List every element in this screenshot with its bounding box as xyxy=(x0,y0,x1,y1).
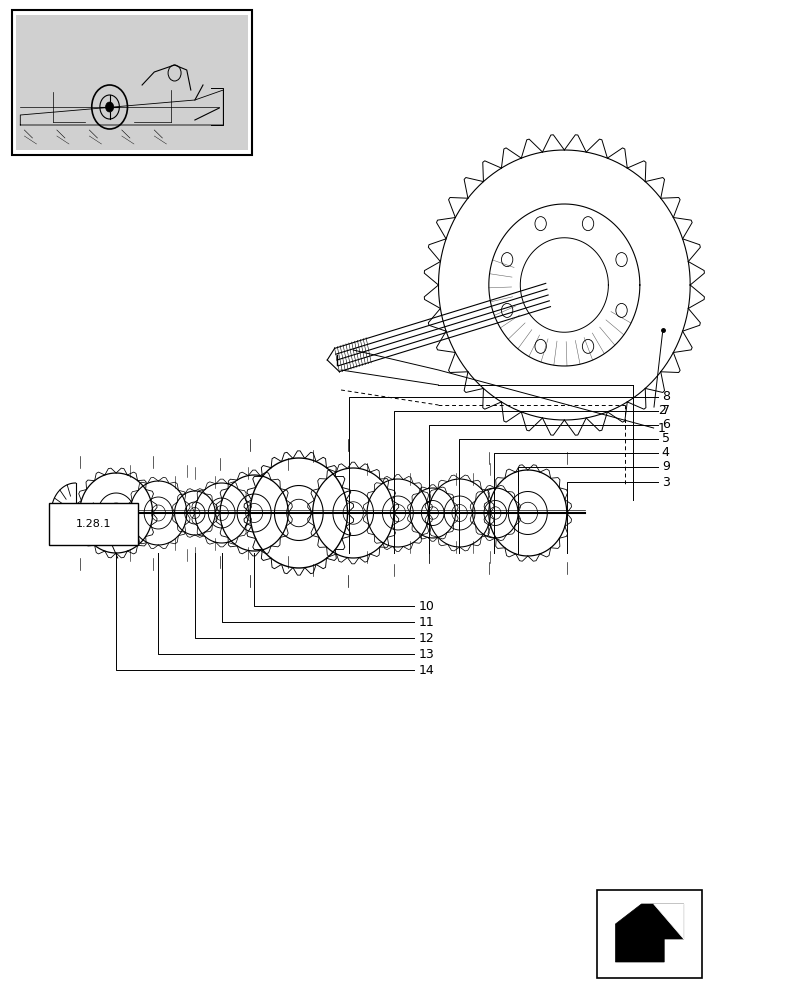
Polygon shape xyxy=(615,904,683,962)
Text: 7: 7 xyxy=(661,404,669,418)
Text: 5: 5 xyxy=(661,432,669,446)
Text: 10: 10 xyxy=(418,599,434,612)
Text: 2: 2 xyxy=(657,403,665,416)
Text: 4: 4 xyxy=(661,446,669,460)
Text: 13: 13 xyxy=(418,648,433,660)
Text: 9: 9 xyxy=(661,460,669,474)
Text: 6: 6 xyxy=(661,418,669,432)
Polygon shape xyxy=(653,904,683,939)
Text: 8: 8 xyxy=(661,390,669,403)
Text: 1: 1 xyxy=(657,422,665,434)
Circle shape xyxy=(105,102,114,112)
Text: 14: 14 xyxy=(418,664,433,676)
Text: 12: 12 xyxy=(418,632,433,645)
Text: 11: 11 xyxy=(418,615,433,629)
Bar xyxy=(596,890,702,978)
Bar xyxy=(16,15,247,150)
Text: 1.28.1: 1.28.1 xyxy=(75,519,111,529)
FancyBboxPatch shape xyxy=(49,503,138,545)
Text: 3: 3 xyxy=(661,476,669,488)
Bar xyxy=(12,10,251,155)
